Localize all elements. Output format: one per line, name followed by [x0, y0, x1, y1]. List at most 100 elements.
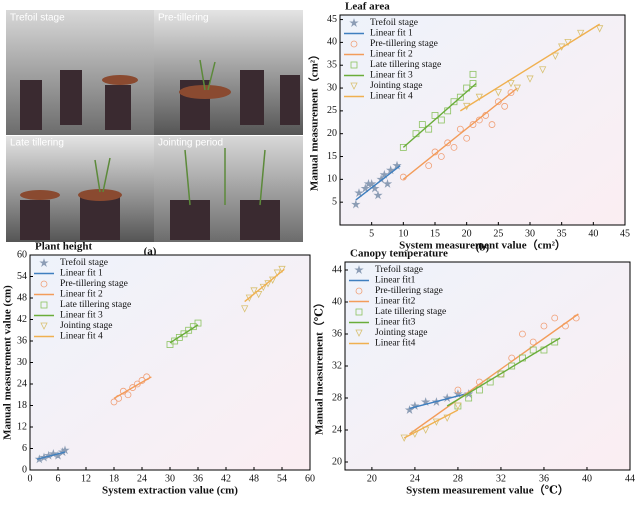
- point: [180, 330, 188, 338]
- point: [519, 330, 526, 338]
- point: [110, 398, 118, 406]
- legend-label: Late tillering stage: [375, 307, 446, 317]
- legend-label: Pre-tillering stage: [60, 279, 128, 289]
- y-tick-label: 25: [327, 105, 337, 116]
- point: [255, 291, 263, 299]
- x-tick-label: 20: [367, 473, 377, 484]
- legend-label: Linear fit 3: [370, 70, 413, 81]
- legend-symbol: [354, 265, 364, 274]
- y-tick-label: 42: [17, 314, 27, 325]
- y-tick-label: 24: [17, 378, 27, 389]
- point: [360, 183, 371, 193]
- point: [379, 169, 390, 179]
- point: [507, 80, 515, 88]
- fit-line: [402, 82, 477, 148]
- legend-symbol: [355, 329, 363, 337]
- point: [475, 93, 483, 102]
- y-tick-label: 60: [17, 249, 27, 260]
- photo: [154, 10, 303, 135]
- point: [175, 334, 183, 341]
- point: [392, 160, 402, 170]
- point: [456, 93, 464, 101]
- x-tick-label: 60: [305, 473, 315, 484]
- legend-label: Linear fit 1: [370, 28, 413, 39]
- y-tick-label: 40: [327, 37, 337, 48]
- y-tick-label: 35: [327, 60, 337, 71]
- legend-label: Late tillering stage: [60, 300, 131, 310]
- legend-symbol: [349, 18, 359, 27]
- y-tick-label: 30: [327, 82, 337, 93]
- legend-symbol: [355, 287, 363, 295]
- fit-line: [409, 392, 469, 410]
- point: [551, 314, 559, 322]
- point: [513, 84, 521, 92]
- point: [431, 112, 439, 119]
- chart-title: Leaf area: [345, 1, 390, 13]
- chart-title: Plant height: [35, 241, 92, 253]
- fit-line: [409, 313, 579, 435]
- point: [385, 165, 396, 175]
- photo-panel: Trefoil stage Pre-tillering Late tilleri…: [6, 10, 303, 258]
- legend-label: Jointing stage: [370, 81, 423, 91]
- x-axis-label: System measurement value（cm²）: [399, 239, 566, 252]
- caption: (b): [476, 242, 490, 254]
- legend-symbol: [40, 301, 48, 309]
- point: [456, 125, 464, 133]
- point: [596, 25, 604, 33]
- y-axis-label: Manual measurement value (cm): [2, 285, 14, 440]
- fit-line: [169, 324, 199, 344]
- legend-label: Linear fit 1: [60, 268, 103, 279]
- point: [133, 380, 141, 388]
- y-tick-label: 44: [332, 264, 342, 275]
- x-tick-label: 30: [525, 228, 535, 239]
- y-tick-label: 20: [327, 128, 337, 139]
- point: [194, 319, 202, 327]
- y-tick-label: 12: [17, 421, 27, 432]
- legend-label: Pre-tillering stage: [370, 39, 438, 49]
- point: [185, 326, 193, 334]
- x-tick-label: 36: [539, 473, 549, 484]
- point: [494, 89, 502, 97]
- point: [501, 102, 509, 110]
- point: [454, 386, 462, 394]
- point: [425, 125, 433, 133]
- legend-label: Linear fit 3: [60, 310, 103, 321]
- chart: 20 24 28 32 36 40 44 20 24 28 32 36 40 44 Canopy tempe…: [313, 248, 635, 497]
- x-tick-label: 42: [221, 473, 231, 484]
- x-axis-label: System extraction value (cm): [102, 485, 238, 497]
- y-tick-label: 30: [17, 357, 27, 368]
- x-tick-label: 5: [369, 228, 374, 239]
- x-tick-label: 18: [109, 473, 119, 484]
- fit-line: [446, 337, 561, 407]
- y-tick-label: 5: [332, 196, 337, 207]
- point: [450, 143, 458, 151]
- point: [366, 178, 377, 188]
- point: [507, 89, 515, 97]
- legend-label: Trefoil stage: [375, 264, 423, 275]
- x-tick-label: 48: [249, 473, 259, 484]
- photo-label: Pre-tillering: [158, 13, 209, 24]
- x-tick-label: 24: [137, 473, 147, 484]
- point: [411, 430, 419, 438]
- photo-label: Jointing period: [158, 138, 223, 149]
- point: [245, 294, 253, 302]
- x-tick-label: 40: [582, 473, 592, 484]
- point: [418, 121, 426, 128]
- legend-symbol: [39, 258, 49, 267]
- y-tick-label: 18: [17, 400, 27, 411]
- point: [454, 402, 462, 410]
- legend-symbol: [350, 40, 358, 48]
- x-tick-label: 54: [277, 473, 287, 484]
- fit-line: [403, 409, 459, 439]
- chart-title: Canopy temperature: [350, 248, 448, 260]
- y-tick-label: 0: [22, 464, 27, 475]
- point: [420, 397, 431, 406]
- x-tick-label: 40: [588, 228, 598, 239]
- photo-label: Late tillering: [10, 138, 64, 149]
- legend-label: Linear fit 4: [60, 331, 103, 342]
- x-tick-label: 24: [410, 473, 420, 484]
- point: [166, 341, 174, 348]
- point: [382, 178, 393, 188]
- legend-symbol: [350, 82, 358, 90]
